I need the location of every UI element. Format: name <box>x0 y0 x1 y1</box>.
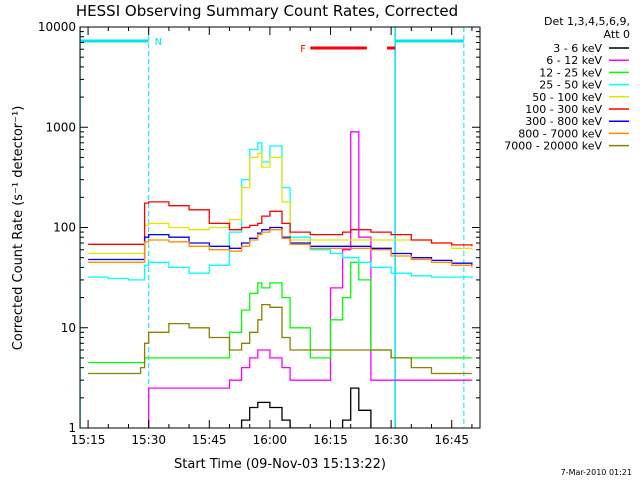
series-line-6 <box>88 226 473 266</box>
series-line-0 <box>240 387 372 428</box>
flag-label-F: F <box>300 44 306 55</box>
x-tick-label-3: 16:00 <box>253 433 288 447</box>
y-tick-label-0: 1 <box>68 421 76 435</box>
x-tick-label-5: 16:30 <box>374 433 409 447</box>
series-line-1 <box>148 131 472 428</box>
y-tick-label-4: 10000 <box>38 20 76 34</box>
legend-label-3: 25 - 50 keV <box>539 79 602 92</box>
x-tick-label-0: 15:15 <box>71 433 106 447</box>
series-line-7 <box>88 229 473 268</box>
y-tick-label-2: 100 <box>53 221 76 235</box>
legend-label-2: 12 - 25 keV <box>539 66 602 79</box>
footer-date: 7-Mar-2010 01:21 <box>561 468 632 477</box>
legend-label-4: 50 - 100 keV <box>532 91 602 104</box>
y-tick-label-3: 1000 <box>45 120 76 134</box>
x-tick-label-4: 16:15 <box>313 433 348 447</box>
chart-title: HESSI Observing Summary Count Rates, Cor… <box>76 2 458 20</box>
series-line-8 <box>88 303 472 375</box>
legend-label-1: 6 - 12 keV <box>546 54 602 67</box>
series-line-2 <box>88 261 472 364</box>
legend-label-8: 7000 - 20000 keV <box>504 140 602 153</box>
series-line-5 <box>88 201 473 247</box>
series-group: NF <box>80 27 473 428</box>
y-tick-label-1: 10 <box>61 321 76 335</box>
x-tick-label-2: 15:45 <box>192 433 227 447</box>
flag-label-N: N <box>155 37 162 48</box>
legend-header-line-2: Att 0 <box>604 28 630 41</box>
series-line-3 <box>88 142 473 281</box>
legend-label-0: 3 - 6 keV <box>553 42 602 55</box>
x-axis-label: Start Time (09-Nov-03 15:13:22) <box>174 457 386 472</box>
y-axis-title: Corrected Count Rate (s⁻¹ detector⁻¹) <box>11 106 26 351</box>
legend-header-line-1: Det 1,3,4,5,6,9, <box>544 15 630 28</box>
y-axis-label: Corrected Count Rate (s⁻¹ detector⁻¹) <box>11 106 26 351</box>
x-tick-label-1: 15:30 <box>131 433 166 447</box>
legend-label-7: 800 - 7000 keV <box>518 127 602 140</box>
series-line-4 <box>88 152 473 255</box>
x-tick-label-6: 16:45 <box>434 433 469 447</box>
legend-label-5: 100 - 300 keV <box>525 103 602 116</box>
legend-label-6: 300 - 800 keV <box>525 115 602 128</box>
